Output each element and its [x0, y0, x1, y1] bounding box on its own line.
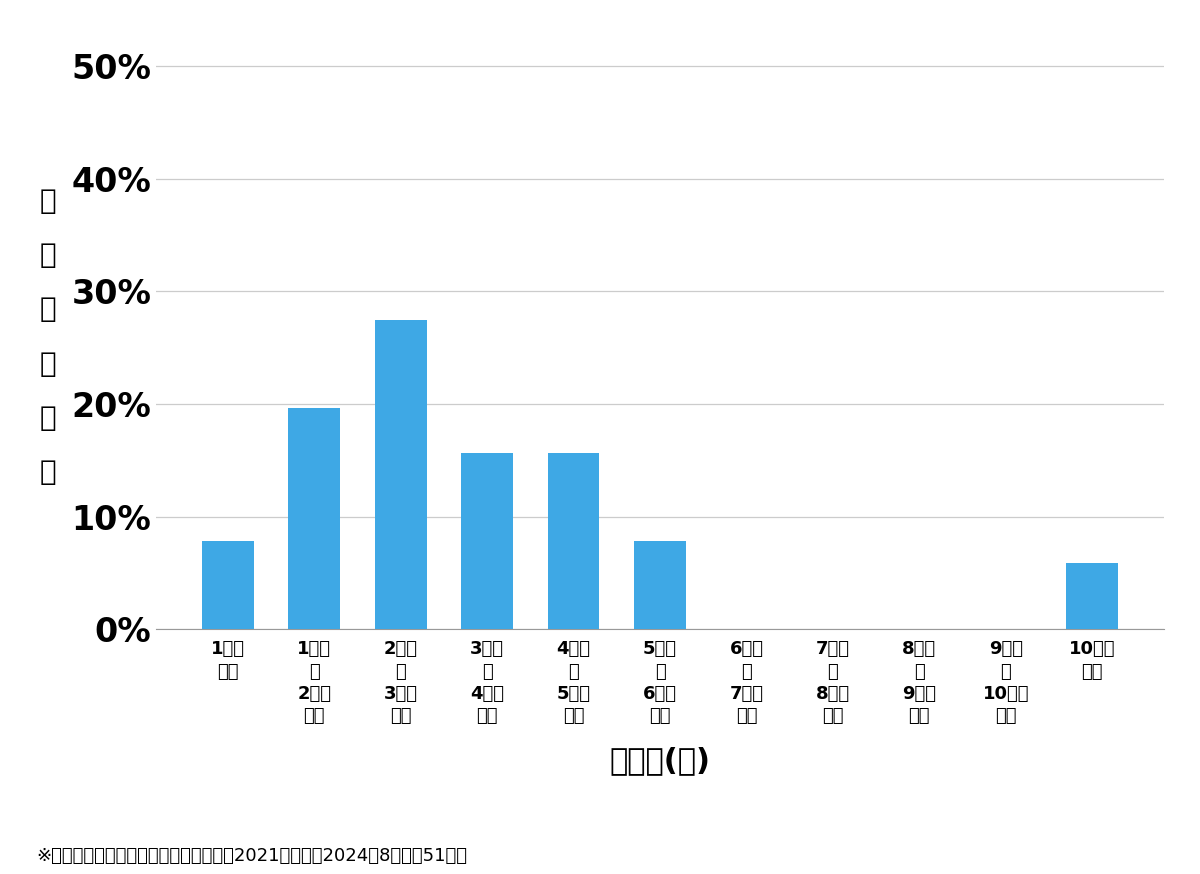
Bar	[1067, 563, 1118, 629]
X-axis label: 価格帯(円): 価格帯(円)	[610, 746, 710, 775]
Text: 合: 合	[40, 458, 56, 486]
Bar	[461, 453, 514, 629]
Text: 割: 割	[40, 404, 56, 432]
Text: ※弾社受付の案件を対象に集計（期間：2021年１月～2024年8月、覈51件）: ※弾社受付の案件を対象に集計（期間：2021年１月～2024年8月、覈51件）	[36, 847, 467, 865]
Bar	[374, 320, 426, 629]
Bar	[202, 541, 253, 629]
Bar	[288, 408, 340, 629]
Bar	[634, 541, 686, 629]
Text: 格: 格	[40, 241, 56, 269]
Text: の: の	[40, 350, 56, 378]
Text: 価: 価	[40, 187, 56, 215]
Text: 帯: 帯	[40, 295, 56, 323]
Bar	[547, 453, 600, 629]
